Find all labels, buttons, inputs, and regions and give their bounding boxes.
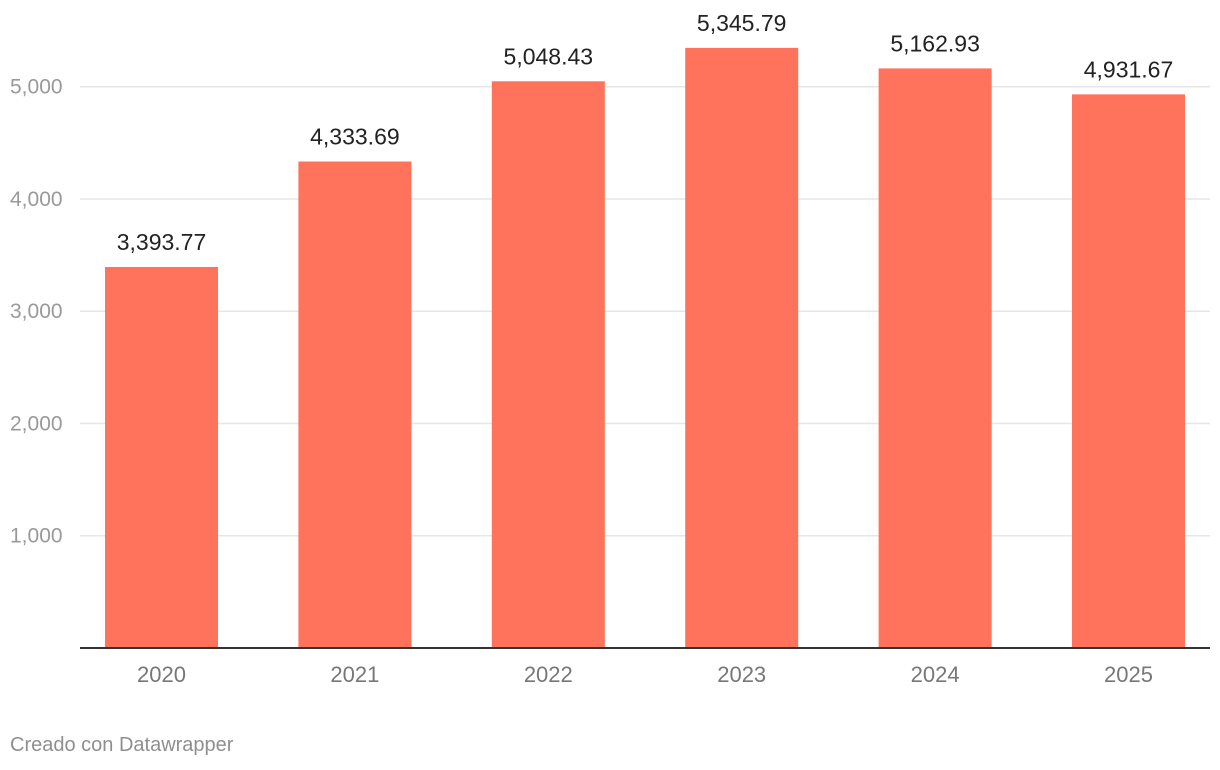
credit-text: Creado con Datawrapper: [10, 734, 234, 756]
x-axis-ticks: 2020 2021 2022 2023 2024 2025: [137, 662, 1153, 687]
y-tick-label: 5,000: [10, 76, 63, 99]
x-tick-label: 2021: [330, 662, 379, 687]
bar-2020: [105, 267, 218, 648]
bar-2024: [878, 68, 992, 648]
bar-2025: [1072, 94, 1185, 648]
y-axis-ticks: 1,000 2,000 3,000 4,000 5,000: [10, 76, 63, 548]
value-labels: 3,393.77 4,333.69 5,048.43 5,345.79 5,162.93…: [117, 10, 1174, 255]
bar-2022: [491, 81, 605, 648]
bars: [105, 47, 1185, 649]
y-tick-label: 3,000: [10, 300, 63, 323]
bar-2021: [298, 161, 412, 649]
value-label: 5,162.93: [890, 30, 980, 56]
x-tick-label: 2022: [524, 662, 573, 687]
gridlines: [80, 85, 1210, 537]
value-label: 4,333.69: [310, 123, 400, 149]
x-tick-label: 2025: [1104, 662, 1153, 687]
value-label: 4,931.67: [1084, 56, 1174, 82]
x-tick-label: 2024: [911, 662, 960, 687]
value-label: 5,048.43: [504, 43, 594, 69]
y-tick-label: 2,000: [10, 412, 63, 435]
y-tick-label: 4,000: [10, 188, 63, 211]
value-label: 5,345.79: [697, 10, 787, 36]
value-label: 3,393.77: [117, 229, 207, 255]
x-tick-label: 2023: [717, 662, 766, 687]
x-tick-label: 2020: [137, 662, 186, 687]
y-tick-label: 1,000: [10, 525, 63, 548]
bar-2023: [685, 47, 799, 649]
